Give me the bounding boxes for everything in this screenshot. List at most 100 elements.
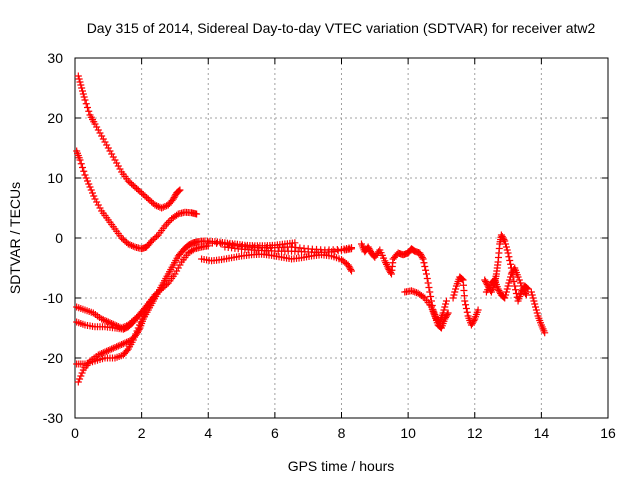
data-point [171, 270, 179, 278]
data-point [468, 320, 476, 327]
data-point [502, 240, 510, 248]
data-point [76, 375, 84, 383]
series-track-a [74, 72, 184, 212]
data-point [442, 300, 450, 308]
data-point [109, 320, 117, 328]
data-point [104, 347, 112, 354]
data-point [164, 218, 172, 226]
data-point [458, 275, 466, 283]
data-point [153, 202, 161, 210]
data-point [169, 195, 177, 203]
data-point [474, 306, 482, 314]
data-point [87, 186, 95, 194]
data-point [161, 282, 169, 290]
data-point [170, 194, 178, 201]
data-point [101, 138, 109, 146]
data-point [507, 273, 515, 281]
data-point [481, 276, 489, 284]
data-point [506, 276, 514, 284]
data-point [419, 293, 427, 301]
data-point [131, 315, 139, 323]
data-point [104, 144, 112, 152]
data-point [176, 261, 184, 269]
data-point [441, 303, 449, 311]
data-point [149, 294, 157, 302]
data-point [98, 132, 106, 140]
data-point [149, 236, 157, 243]
data-point [103, 141, 111, 149]
data-point [442, 312, 450, 320]
data-point [417, 252, 425, 260]
data-point [461, 297, 469, 305]
data-point [106, 147, 114, 155]
data-point [83, 104, 91, 111]
data-point [437, 323, 445, 331]
data-point [134, 312, 142, 320]
data-point [490, 277, 498, 285]
data-point [116, 165, 124, 173]
data-point [83, 177, 91, 185]
data-point [452, 285, 460, 293]
data-point [189, 246, 197, 254]
data-point [345, 263, 353, 270]
data-point [133, 314, 141, 321]
data-point [118, 324, 126, 332]
x-axis-label: GPS time / hours [288, 458, 395, 474]
data-point [419, 255, 427, 263]
data-point [121, 237, 129, 245]
data-point [450, 291, 458, 299]
data-point [94, 201, 102, 209]
data-point [527, 288, 535, 296]
data-point [521, 288, 529, 296]
data-point [118, 341, 126, 348]
data-point [519, 285, 527, 293]
data-point [151, 234, 159, 242]
data-point [104, 318, 112, 326]
data-point [161, 203, 169, 210]
data-point [421, 263, 429, 270]
data-point [502, 291, 510, 299]
data-point [74, 378, 82, 386]
data-point [139, 191, 147, 198]
data-point [128, 242, 136, 249]
data-point [82, 174, 90, 182]
x-tick-label: 12 [467, 425, 483, 441]
data-point [512, 286, 520, 294]
data-point [153, 233, 161, 240]
data-point [129, 182, 137, 189]
data-point [134, 324, 142, 332]
chart-title: Day 315 of 2014, Sidereal Day-to-day VTE… [87, 20, 596, 36]
data-point [111, 156, 119, 164]
data-point [126, 241, 134, 249]
data-point [532, 306, 540, 314]
data-point [427, 293, 435, 300]
data-point [144, 195, 152, 203]
data-point [505, 253, 513, 261]
data-point [384, 264, 392, 272]
data-point [522, 290, 530, 297]
data-point [78, 369, 86, 377]
x-tick-label: 14 [534, 425, 550, 441]
data-point [173, 267, 181, 275]
data-point [511, 282, 519, 290]
data-point [75, 75, 83, 83]
data-point [528, 291, 536, 299]
data-point [94, 126, 102, 134]
data-point [78, 84, 86, 92]
data-point [482, 278, 490, 285]
data-point [463, 308, 471, 316]
data-point [174, 188, 182, 195]
data-point [457, 275, 465, 282]
data-point [91, 195, 99, 203]
data-point [175, 187, 183, 195]
data-point [504, 282, 512, 290]
data-point [93, 198, 101, 206]
data-point [106, 319, 114, 327]
data-point [530, 297, 538, 305]
data-point [529, 294, 537, 302]
data-point [424, 279, 432, 287]
data-point [86, 183, 94, 191]
data-point [364, 243, 372, 251]
data-point [501, 237, 509, 245]
data-point [154, 288, 162, 296]
